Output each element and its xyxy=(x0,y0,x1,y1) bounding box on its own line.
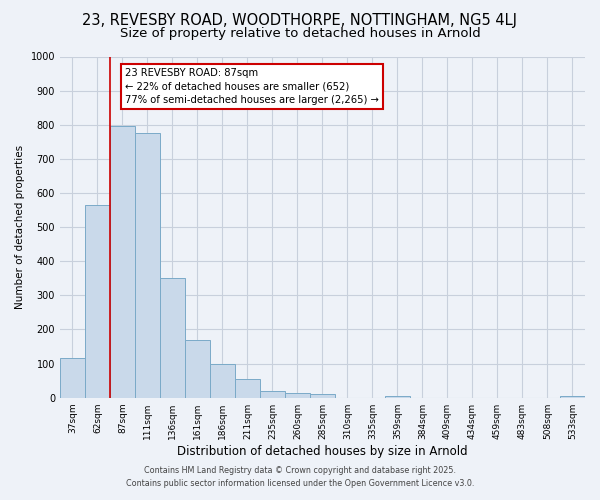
Text: Contains HM Land Registry data © Crown copyright and database right 2025.
Contai: Contains HM Land Registry data © Crown c… xyxy=(126,466,474,487)
Bar xyxy=(385,396,410,398)
Bar xyxy=(310,394,335,398)
Text: 23 REVESBY ROAD: 87sqm
← 22% of detached houses are smaller (652)
77% of semi-de: 23 REVESBY ROAD: 87sqm ← 22% of detached… xyxy=(125,68,379,105)
Text: 23, REVESBY ROAD, WOODTHORPE, NOTTINGHAM, NG5 4LJ: 23, REVESBY ROAD, WOODTHORPE, NOTTINGHAM… xyxy=(83,12,517,28)
Bar xyxy=(260,391,284,398)
Bar xyxy=(286,392,310,398)
X-axis label: Distribution of detached houses by size in Arnold: Distribution of detached houses by size … xyxy=(177,444,468,458)
Bar xyxy=(110,126,134,398)
Bar xyxy=(211,364,235,398)
Bar xyxy=(185,340,209,398)
Bar xyxy=(560,396,584,398)
Bar xyxy=(85,205,110,398)
Bar xyxy=(235,379,260,398)
Y-axis label: Number of detached properties: Number of detached properties xyxy=(15,145,25,309)
Bar xyxy=(160,278,185,398)
Text: Size of property relative to detached houses in Arnold: Size of property relative to detached ho… xyxy=(119,28,481,40)
Bar xyxy=(136,134,160,398)
Bar xyxy=(60,358,85,398)
